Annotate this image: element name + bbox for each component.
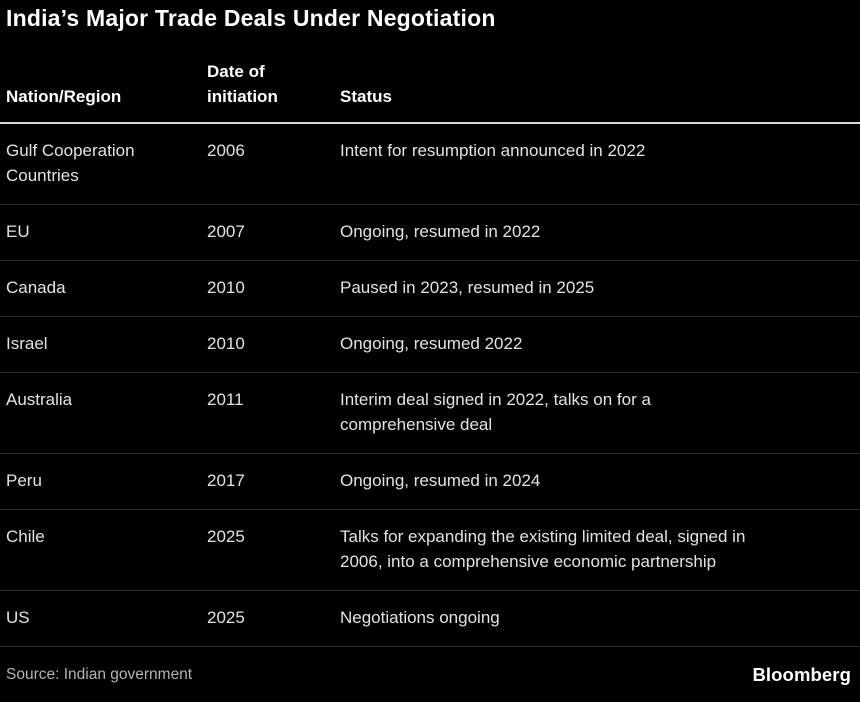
date-cell: 2006 [207,141,245,160]
date-cell: 2017 [207,471,245,490]
status-cell: Ongoing, resumed 2022 [340,334,523,353]
nation-cell: Canada [6,278,66,297]
nation-cell: Peru [6,471,42,490]
status-cell: Paused in 2023, resumed in 2025 [340,278,595,297]
nation-cell: Australia [6,390,73,409]
table-row: Australia 2011 Interim deal signed in 20… [0,373,860,454]
column-header-status: Status [340,87,392,106]
status-cell: Negotiations ongoing [340,608,500,627]
table-row: Canada 2010 Paused in 2023, resumed in 2… [0,261,860,317]
status-cell: Intent for resumption announced in 2022 [340,141,646,160]
status-cell: Interim deal signed in 2022, talks on fo… [340,390,651,434]
date-cell: 2011 [207,390,244,409]
date-cell: 2025 [207,527,245,546]
table-row: US 2025 Negotiations ongoing [0,591,860,647]
table-row: EU 2007 Ongoing, resumed in 2022 [0,205,860,261]
nation-cell: Israel [6,334,48,353]
nation-cell: Gulf Cooperation Countries [6,141,135,185]
table-row: Peru 2017 Ongoing, resumed in 2024 [0,454,860,510]
table-row: Israel 2010 Ongoing, resumed 2022 [0,317,860,373]
date-cell: 2010 [207,334,245,353]
table-header-row: Nation/Region Date of initiation Status [0,31,860,124]
status-cell: Ongoing, resumed in 2022 [340,222,541,241]
status-cell: Talks for expanding the existing limited… [340,527,746,571]
chart-footer: Source: Indian government Bloomberg [0,647,860,686]
table-row: Gulf Cooperation Countries 2006 Intent f… [0,124,860,205]
source-attribution: Source: Indian government [6,666,193,683]
column-header-nation-region: Nation/Region [6,87,122,106]
date-cell: 2025 [207,608,245,627]
nation-cell: Chile [6,527,45,546]
date-cell: 2010 [207,278,245,297]
status-cell: Ongoing, resumed in 2024 [340,471,541,490]
bloomberg-logo: Bloomberg [752,664,851,685]
page-title: India’s Major Trade Deals Under Negotiat… [6,5,496,31]
date-cell: 2007 [207,222,245,241]
table-row: Chile 2025 Talks for expanding the exist… [0,510,860,591]
nation-cell: US [6,608,30,627]
nation-cell: EU [6,222,30,241]
column-header-date-of-initiation: Date of initiation [207,62,278,106]
